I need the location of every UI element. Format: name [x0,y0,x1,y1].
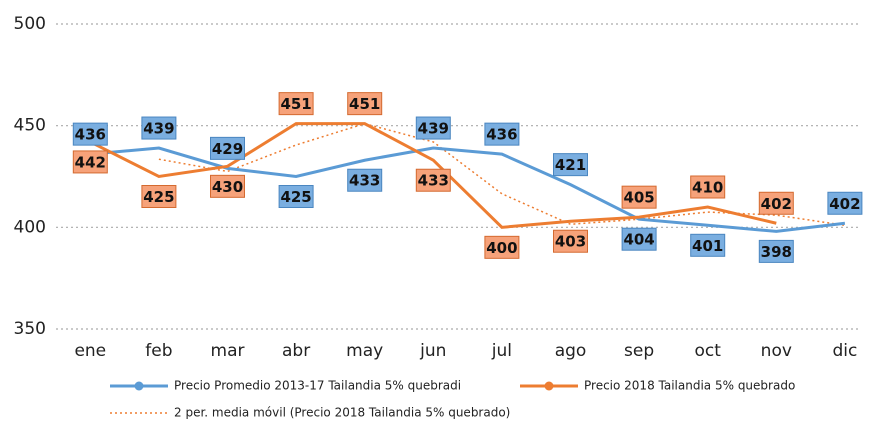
x-tick-label: sep [624,341,654,361]
legend-label: Precio Promedio 2013-17 Tailandia 5% que… [174,379,461,393]
x-tick-label: ago [555,341,587,361]
data-label: 405 [623,189,654,207]
y-tick-label: 350 [14,319,46,339]
data-label: 403 [555,233,586,251]
x-tick-label: ene [74,341,106,361]
data-label: 425 [280,188,311,206]
x-tick-label: feb [145,341,172,361]
label-box [141,116,177,140]
label-box [347,92,383,116]
data-label: 442 [75,153,106,171]
x-tick-label: nov [761,341,792,361]
data-label: 436 [486,126,517,144]
x-tick-label: mar [211,341,245,361]
data-label: 436 [75,126,106,144]
label-box [758,239,794,263]
series-line [90,146,846,233]
x-tick-label: may [346,341,383,361]
label-box [621,227,657,251]
data-label: 402 [829,195,860,213]
label-box [690,175,726,199]
data-label: 401 [692,237,723,255]
label-box [72,150,108,174]
label-box [484,235,520,259]
data-label: 410 [692,179,723,197]
label-box [553,229,588,253]
label-box [347,168,383,192]
data-label: 439 [143,120,174,138]
x-tick-label: dic [832,341,857,361]
data-label: 433 [418,172,449,190]
y-tick-label: 400 [14,217,46,237]
legend-label: 2 per. media móvil (Precio 2018 Tailandi… [174,406,510,420]
label-box [690,233,726,257]
data-label: 451 [280,95,311,113]
x-tick-label: jul [491,341,512,361]
legend-marker [544,381,554,391]
data-label: 404 [623,231,654,249]
series-line [89,122,777,229]
data-label: 451 [349,95,380,113]
y-tick-label: 450 [14,116,46,136]
label-box [141,185,177,208]
label-box [553,153,588,177]
label-box [758,191,794,215]
x-tick-label: abr [282,341,310,361]
label-box [621,185,657,209]
legend-marker [134,381,144,391]
legend-label: Precio 2018 Tailandia 5% quebrado [584,379,795,393]
y-tick-label: 500 [14,14,46,34]
data-label: 400 [486,239,517,257]
label-box [484,122,520,146]
data-label: 398 [761,243,792,261]
data-label: 421 [555,156,586,174]
label-box [210,136,245,160]
data-label: 439 [418,120,449,138]
data-label: 402 [761,195,792,213]
label-box [415,168,451,192]
label-box [827,191,863,215]
data-label: 425 [143,188,174,206]
label-box [278,92,314,116]
x-tick-label: oct [694,341,721,361]
label-box [72,122,108,146]
data-label: 430 [212,178,243,196]
data-label: 433 [349,172,380,190]
x-tick-label: jun [419,341,446,361]
label-box [278,185,314,208]
label-box [210,174,245,198]
data-label: 429 [212,140,243,158]
label-box [415,116,451,140]
